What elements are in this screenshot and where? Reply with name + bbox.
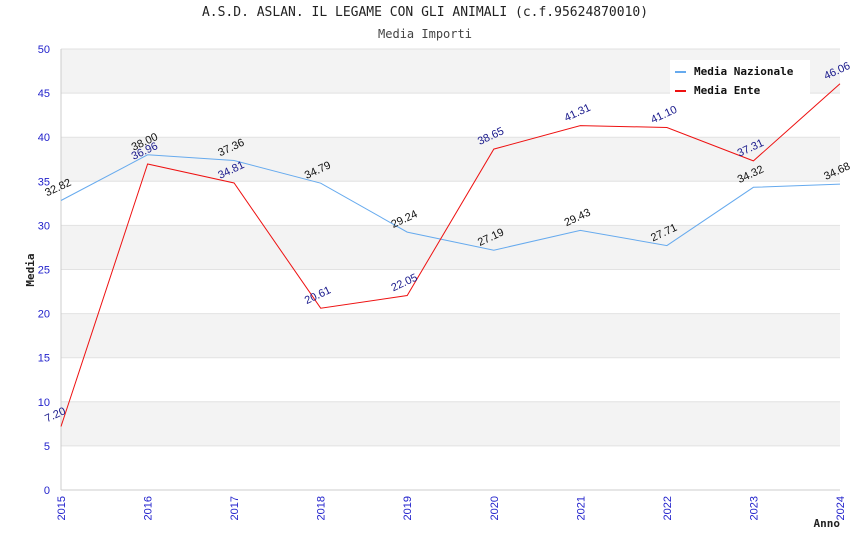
y-tick-label: 40 <box>38 132 50 144</box>
legend-label-ente: Media Ente <box>694 84 761 97</box>
x-tick-label: 2024 <box>835 496 847 520</box>
x-tick-label: 2018 <box>316 496 328 520</box>
x-axis-label: Anno <box>814 517 841 530</box>
y-tick-label: 15 <box>38 353 50 365</box>
y-tick-label: 25 <box>38 265 50 277</box>
legend-box <box>670 60 810 94</box>
data-label-ente: 41.10 <box>649 104 679 127</box>
y-tick-labels: 0 5 10 15 20 25 30 35 40 45 50 <box>38 44 50 497</box>
x-tick-label: 2023 <box>748 496 760 520</box>
x-tick-label: 2016 <box>143 496 155 520</box>
series-line-ente <box>60 83 841 427</box>
x-tick-label: 2019 <box>402 496 414 520</box>
y-tick-label: 10 <box>38 397 50 409</box>
x-tick-label: 2021 <box>575 496 587 520</box>
y-tick-label: 0 <box>44 485 50 497</box>
legend: Media Nazionale Media Ente <box>670 60 810 97</box>
x-tick-label: 2022 <box>662 496 674 520</box>
y-tick-label: 50 <box>38 44 50 56</box>
grid-band <box>61 313 840 358</box>
grid-band <box>61 225 840 270</box>
legend-label-nazionale: Media Nazionale <box>694 65 794 78</box>
grid-bands <box>61 49 840 446</box>
y-tick-label: 20 <box>38 309 50 321</box>
series-lines <box>60 83 841 427</box>
data-label-ente: 22.05 <box>389 272 419 295</box>
chart-title: A.S.D. ASLAN. IL LEGAME CON GLI ANIMALI … <box>201 5 649 20</box>
grid-band <box>61 137 840 182</box>
x-tick-labels: 2015 2016 2017 2018 2019 2020 2021 2022 2023 2024 <box>56 496 847 520</box>
series-line-nazionale <box>60 154 841 251</box>
y-tick-label: 5 <box>44 441 50 453</box>
x-tick-label: 2020 <box>489 496 501 520</box>
y-tick-label: 30 <box>38 220 50 232</box>
axes <box>60 49 840 491</box>
x-tick-label: 2017 <box>229 496 241 520</box>
y-axis-label: Media <box>24 253 37 286</box>
chart-subtitle: Media Importi <box>378 27 472 41</box>
grid-band <box>61 401 840 446</box>
x-tick-label: 2015 <box>56 496 68 520</box>
y-tick-label: 45 <box>38 88 50 100</box>
data-label-ente: 41.31 <box>563 102 593 125</box>
grid-lines <box>61 48 840 491</box>
y-tick-label: 35 <box>38 176 50 188</box>
